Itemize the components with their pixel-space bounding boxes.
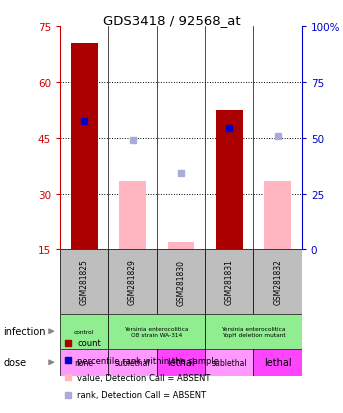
Bar	[119, 181, 146, 250]
Bar	[108, 250, 157, 314]
Bar	[60, 314, 108, 349]
Text: sublethal: sublethal	[115, 358, 150, 367]
Bar	[157, 250, 205, 314]
Bar	[264, 181, 291, 250]
Bar	[216, 110, 243, 250]
Bar	[60, 250, 108, 314]
Text: count: count	[77, 338, 101, 347]
Text: none: none	[75, 358, 94, 367]
Text: lethal: lethal	[264, 357, 292, 368]
Bar	[253, 349, 302, 376]
Text: GDS3418 / 92568_at: GDS3418 / 92568_at	[103, 14, 240, 27]
Text: lethal: lethal	[167, 357, 195, 368]
Bar	[60, 349, 108, 376]
Bar	[205, 250, 253, 314]
Bar	[168, 242, 194, 250]
Text: percentile rank within the sample: percentile rank within the sample	[77, 356, 219, 365]
Text: sublethal: sublethal	[212, 358, 247, 367]
Text: GSM281825: GSM281825	[80, 259, 89, 305]
Text: Yersinia enterocolitica
O8 strain WA-314: Yersinia enterocolitica O8 strain WA-314	[125, 326, 189, 337]
Text: rank, Detection Call = ABSENT: rank, Detection Call = ABSENT	[77, 390, 206, 399]
Text: GSM281831: GSM281831	[225, 259, 234, 305]
Text: infection: infection	[3, 326, 46, 337]
Bar	[71, 43, 97, 250]
Bar	[253, 250, 302, 314]
Bar	[205, 314, 302, 349]
Text: dose: dose	[3, 357, 26, 368]
Text: value, Detection Call = ABSENT: value, Detection Call = ABSENT	[77, 373, 211, 382]
Bar	[205, 349, 253, 376]
Text: control: control	[74, 329, 94, 334]
Bar	[108, 314, 205, 349]
Text: GSM281829: GSM281829	[128, 259, 137, 305]
Text: Yersinia enterocolitica
YopH deletion mutant: Yersinia enterocolitica YopH deletion mu…	[221, 326, 286, 337]
Bar	[108, 349, 157, 376]
Bar	[157, 349, 205, 376]
Text: GSM281832: GSM281832	[273, 259, 282, 305]
Text: GSM281830: GSM281830	[176, 259, 186, 305]
